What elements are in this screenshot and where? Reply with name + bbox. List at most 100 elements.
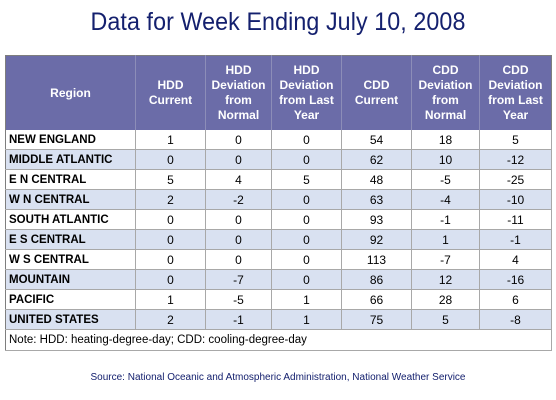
header-line: Deviation <box>279 78 334 92</box>
header-line: CDD <box>432 63 459 77</box>
region-cell: MIDDLE ATLANTIC <box>5 149 136 170</box>
value-cell: 54 <box>341 130 412 150</box>
value-cell: 4 <box>479 249 552 270</box>
value-cell: -16 <box>479 269 552 290</box>
value-cell: 2 <box>135 189 206 210</box>
value-cell: 0 <box>205 249 272 270</box>
table-row: E S CENTRAL 0 0 0 92 1 -1 <box>5 229 552 250</box>
value-cell: 1 <box>271 309 342 330</box>
value-cell: 0 <box>271 149 342 170</box>
table-row: W N CENTRAL 2 -2 0 63 -4 -10 <box>5 189 552 210</box>
header-line: HDD <box>225 63 252 77</box>
header-hdd-current: HDD Current <box>135 55 206 130</box>
value-cell: 4 <box>205 169 272 190</box>
value-cell: 0 <box>205 130 272 150</box>
region-cell: MOUNTAIN <box>5 269 136 290</box>
value-cell: -11 <box>479 209 552 230</box>
value-cell: 0 <box>271 229 342 250</box>
header-line: Year <box>293 108 320 122</box>
value-cell: -1 <box>479 229 552 250</box>
value-cell: 63 <box>341 189 412 210</box>
value-cell: 0 <box>271 189 342 210</box>
header-line: Deviation <box>211 78 266 92</box>
region-cell: W N CENTRAL <box>5 189 136 210</box>
value-cell: 0 <box>271 249 342 270</box>
value-cell: -7 <box>411 249 480 270</box>
region-cell: UNITED STATES <box>5 309 136 330</box>
region-cell: W S CENTRAL <box>5 249 136 270</box>
value-cell: 0 <box>205 149 272 170</box>
header-line: from <box>225 93 252 107</box>
header-hdd-deviation-normal: HDD Deviation from Normal <box>205 55 272 130</box>
value-cell: 2 <box>135 309 206 330</box>
degree-day-table: Region HDD Current HDD Deviation from Normal HD… <box>5 55 552 351</box>
value-cell: 1 <box>135 289 206 310</box>
table-header-row: Region HDD Current HDD Deviation from Normal HD… <box>5 55 552 130</box>
region-cell: SOUTH ATLANTIC <box>5 209 136 230</box>
header-hdd-deviation-last-year: HDD Deviation from Last Year <box>271 55 342 130</box>
table-body: NEW ENGLAND 1 0 0 54 18 5 MIDDLE ATLANTIC 0 0 0 62 1… <box>5 130 552 330</box>
value-cell: 12 <box>411 269 480 290</box>
value-cell: -1 <box>205 309 272 330</box>
value-cell: 6 <box>479 289 552 310</box>
table-note: Note: HDD: heating-degree-day; CDD: cool… <box>5 329 552 351</box>
region-cell: E N CENTRAL <box>5 169 136 190</box>
value-cell: 1 <box>271 289 342 310</box>
value-cell: 0 <box>205 209 272 230</box>
value-cell: 0 <box>205 229 272 250</box>
value-cell: 92 <box>341 229 412 250</box>
value-cell: 0 <box>271 269 342 290</box>
value-cell: 93 <box>341 209 412 230</box>
header-line: Normal <box>424 108 467 122</box>
header-cdd-deviation-last-year: CDD Deviation from Last Year <box>479 55 552 130</box>
table-row: MOUNTAIN 0 -7 0 86 12 -16 <box>5 269 552 290</box>
table-row: MIDDLE ATLANTIC 0 0 0 62 10 -12 <box>5 149 552 170</box>
value-cell: 75 <box>341 309 412 330</box>
value-cell: 0 <box>271 130 342 150</box>
table-row: NEW ENGLAND 1 0 0 54 18 5 <box>5 130 552 150</box>
header-line: HDD <box>293 63 320 77</box>
table-row: W S CENTRAL 0 0 0 113 -7 4 <box>5 249 552 270</box>
value-cell: 5 <box>411 309 480 330</box>
header-line: Normal <box>217 108 260 122</box>
table-row: PACIFIC 1 -5 1 66 28 6 <box>5 289 552 310</box>
header-region: Region <box>5 55 136 130</box>
value-cell: 0 <box>135 149 206 170</box>
value-cell: 0 <box>135 229 206 250</box>
value-cell: -7 <box>205 269 272 290</box>
value-cell: 86 <box>341 269 412 290</box>
region-cell: PACIFIC <box>5 289 136 310</box>
header-line: Current <box>148 93 193 107</box>
header-line: Deviation <box>488 78 543 92</box>
table-row: E N CENTRAL 5 4 5 48 -5 -25 <box>5 169 552 190</box>
header-line: from Last <box>488 93 543 107</box>
value-cell: 0 <box>271 209 342 230</box>
page-title: Data for Week Ending July 10, 2008 <box>90 8 466 36</box>
header-cdd-deviation-normal: CDD Deviation from Normal <box>411 55 480 130</box>
value-cell: 18 <box>411 130 480 150</box>
table-note-row: Note: HDD: heating-degree-day; CDD: cool… <box>5 329 552 351</box>
value-cell: -4 <box>411 189 480 210</box>
header-line: Region <box>50 85 91 100</box>
value-cell: 0 <box>135 269 206 290</box>
header-cdd-current: CDD Current <box>341 55 412 130</box>
value-cell: 0 <box>135 209 206 230</box>
value-cell: -5 <box>411 169 480 190</box>
header-line: HDD <box>157 78 184 92</box>
header-line: Deviation <box>418 78 473 92</box>
header-line: from Last <box>279 93 334 107</box>
header-line: from <box>432 93 459 107</box>
header-line: Year <box>502 108 529 122</box>
value-cell: 48 <box>341 169 412 190</box>
value-cell: -12 <box>479 149 552 170</box>
region-cell: E S CENTRAL <box>5 229 136 250</box>
value-cell: -1 <box>411 209 480 230</box>
value-cell: -25 <box>479 169 552 190</box>
value-cell: -8 <box>479 309 552 330</box>
value-cell: 5 <box>135 169 206 190</box>
value-cell: 66 <box>341 289 412 310</box>
value-cell: -10 <box>479 189 552 210</box>
source-credit: Source: National Oceanic and Atmospheric… <box>90 372 466 383</box>
header-line: CDD <box>363 78 390 92</box>
value-cell: -5 <box>205 289 272 310</box>
